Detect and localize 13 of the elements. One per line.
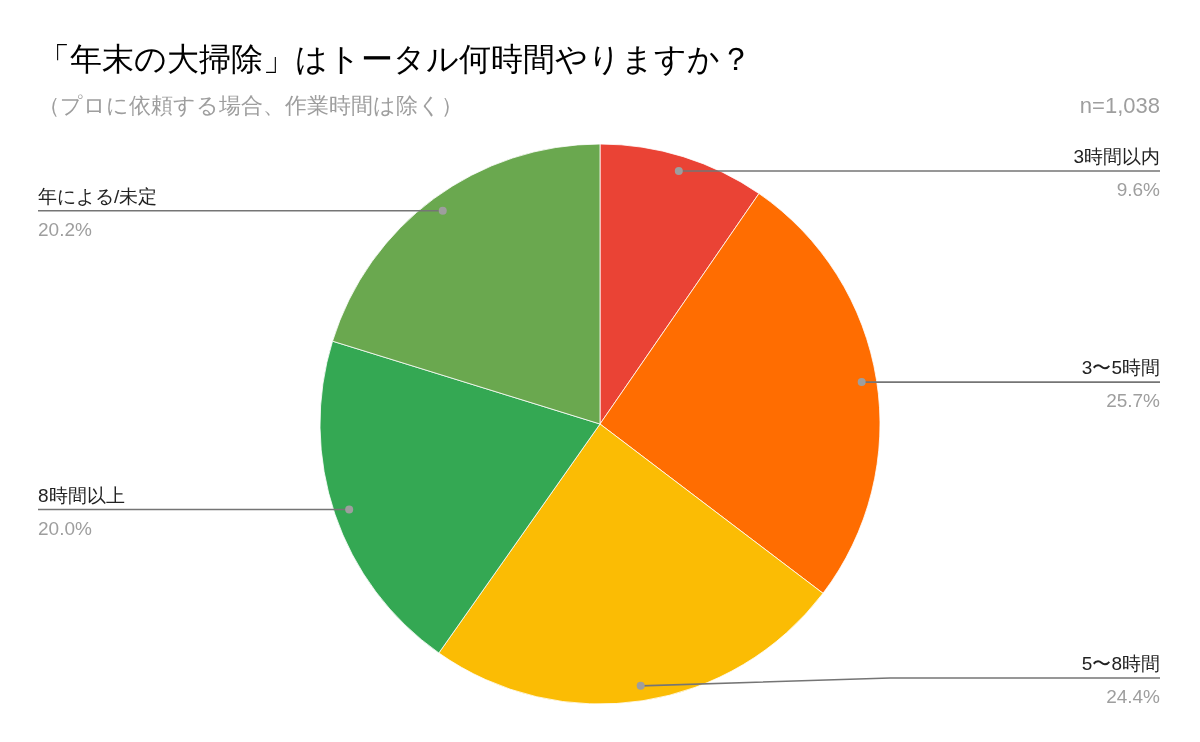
chart-subtitle: （プロに依頼する場合、作業時間は除く） (38, 93, 463, 118)
data-label: 25.7% (1106, 390, 1161, 412)
text: n=1,038 (1079, 93, 1160, 118)
data-label: 9.6% (1116, 178, 1161, 200)
slice-label: 3時間以内 (1073, 145, 1160, 167)
data-label: 20.2% (38, 218, 92, 240)
slice-label: 8時間以上 (38, 484, 125, 506)
data-label: 24.4% (1106, 686, 1161, 707)
slice-label: 3〜5時間 (1081, 357, 1160, 379)
slice-label: 5〜8時間 (1081, 653, 1160, 674)
chart-title: 「年末の大掃除」はトータル何時間やりますか？ (38, 41, 752, 77)
slice-label: 年による/未定 (38, 185, 158, 207)
data-label: 20.0% (38, 517, 92, 539)
